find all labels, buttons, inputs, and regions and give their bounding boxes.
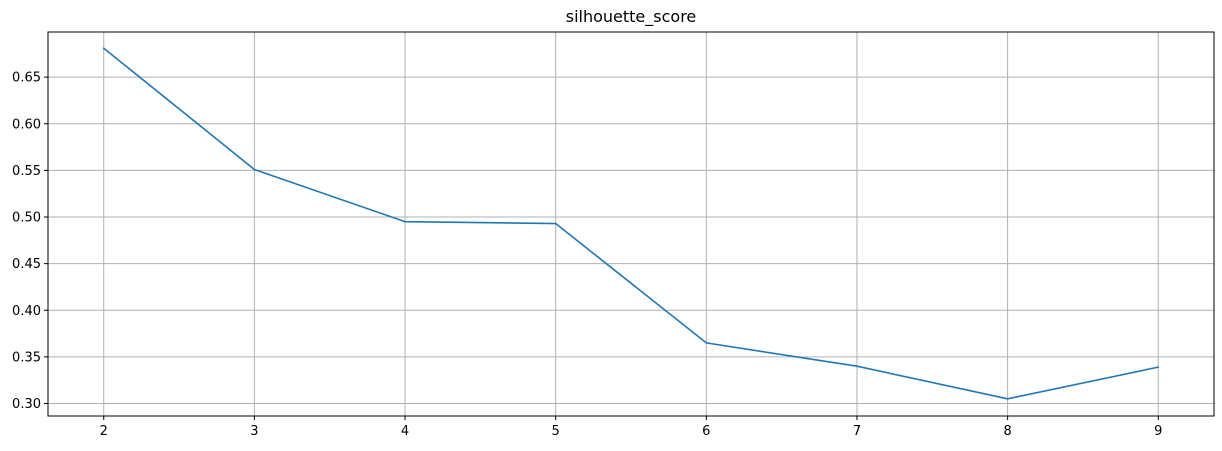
y-tick-label: 0.55 bbox=[12, 164, 41, 179]
grid-lines bbox=[48, 32, 1214, 416]
y-tick-label: 0.50 bbox=[12, 211, 41, 226]
data-point bbox=[705, 342, 708, 344]
y-tick-label: 0.30 bbox=[12, 397, 41, 412]
x-axis: 2 3 4 5 6 7 8 9 bbox=[100, 416, 1162, 439]
x-tick-label: 6 bbox=[702, 424, 710, 439]
y-tick-label: 0.35 bbox=[12, 350, 41, 365]
data-point bbox=[253, 168, 256, 171]
x-tick-label: 4 bbox=[401, 424, 409, 439]
x-tick-label: 5 bbox=[552, 424, 560, 439]
x-tick-label: 3 bbox=[250, 424, 258, 439]
x-tick-label: 8 bbox=[1003, 424, 1011, 439]
data-point bbox=[1006, 398, 1009, 400]
y-tick-label: 0.60 bbox=[12, 117, 41, 132]
y-axis: 0.30 0.35 0.40 0.45 0.50 0.55 0.60 0.65 bbox=[12, 71, 48, 412]
data-point bbox=[856, 365, 858, 368]
series-line bbox=[103, 47, 1159, 400]
x-tick-label: 2 bbox=[100, 424, 108, 439]
data-point bbox=[102, 47, 105, 50]
y-tick-label: 0.65 bbox=[12, 71, 41, 86]
y-tick-label: 0.45 bbox=[12, 257, 41, 272]
x-tick-label: 7 bbox=[853, 424, 861, 439]
y-tick-label: 0.40 bbox=[12, 304, 41, 319]
data-point bbox=[554, 222, 557, 225]
data-point bbox=[1157, 366, 1160, 368]
x-tick-label: 9 bbox=[1154, 424, 1162, 439]
data-point bbox=[404, 220, 406, 223]
plot-frame bbox=[47, 31, 1215, 417]
series-layer bbox=[102, 47, 1160, 400]
chart-title: silhouette_score bbox=[566, 7, 697, 27]
